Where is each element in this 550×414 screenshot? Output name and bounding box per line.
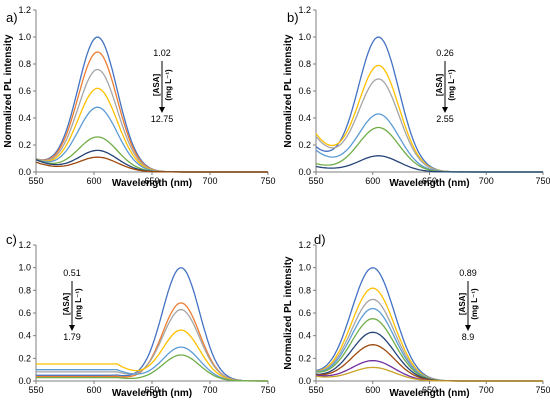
x-tick-label: 650 — [422, 385, 437, 395]
annotation-label: [ASA] — [152, 74, 161, 97]
series-line-4 — [36, 329, 269, 382]
panel-label: c) — [6, 232, 17, 247]
series-line-8 — [35, 156, 268, 173]
x-axis-title: Wavelength (nm) — [389, 178, 469, 189]
chart-panel-1: 0.0 0.2 0.4 0.6 0.8 1.0 1.2 550 600 650 700 750 Wave… — [3, 5, 276, 189]
x-axis-title: Wavelength (nm) — [112, 388, 192, 399]
chart-panel-2: 0.0 0.2 0.4 0.6 0.8 1.0 1.2 550 600 650 700 750 Wave… — [283, 5, 550, 189]
x-tick-label: 650 — [144, 176, 159, 186]
y-tick-label: 1.2 — [298, 5, 311, 15]
annotation-top-value: 0.26 — [436, 48, 454, 58]
y-tick-label: 1.0 — [18, 32, 31, 42]
y-axis-title: Normalized PL intensity — [283, 256, 294, 370]
y-tick-label: 0.4 — [298, 113, 311, 123]
y-tick-label: 1.0 — [298, 263, 311, 273]
annotation-arrow-head — [465, 325, 471, 331]
x-tick-label: 700 — [202, 385, 217, 395]
y-tick-label: 0.0 — [18, 167, 31, 177]
x-tick-label: 750 — [260, 176, 275, 186]
annotation-label: [ASA] — [62, 293, 71, 316]
x-tick-label: 700 — [479, 176, 494, 186]
y-tick-label: 0.6 — [18, 86, 31, 96]
series-line-9 — [315, 366, 543, 382]
x-tick-label: 600 — [365, 385, 380, 395]
x-tick-label: 600 — [86, 176, 101, 186]
series-line-6 — [35, 136, 268, 173]
y-tick-label: 0.4 — [18, 113, 31, 123]
chart-panel-3: 0.0 0.2 0.4 0.6 0.8 1.0 1.2 550 600 650 700 750 Wave… — [6, 232, 276, 399]
y-tick-label: 0.8 — [18, 59, 31, 69]
x-tick-label: 550 — [28, 385, 43, 395]
x-tick-label: 550 — [308, 385, 323, 395]
x-tick-label: 650 — [144, 385, 159, 395]
series-line-6 — [315, 155, 543, 173]
x-tick-label: 600 — [86, 385, 101, 395]
x-tick-label: 550 — [28, 176, 43, 186]
series-line-1 — [315, 267, 543, 382]
y-tick-label: 0.0 — [18, 376, 31, 386]
series-line-6 — [36, 354, 268, 382]
x-tick-label: 650 — [422, 176, 437, 186]
annotation-top-value: 0.89 — [459, 268, 477, 278]
y-tick-label: 1.0 — [18, 263, 31, 273]
y-tick-label: 0.6 — [18, 308, 31, 318]
y-tick-label: 0.2 — [18, 353, 31, 363]
y-tick-label: 1.2 — [18, 240, 31, 250]
annotation-unit: (mg L⁻¹) — [164, 69, 173, 101]
y-tick-label: 1.0 — [298, 32, 311, 42]
x-tick-label: 750 — [535, 176, 550, 186]
y-axis-title: Normalized PL intensity — [3, 34, 14, 148]
series-line-1 — [35, 36, 268, 173]
annotation-top-value: 0.51 — [63, 268, 81, 278]
y-tick-label: 0.8 — [298, 59, 311, 69]
y-tick-label: 0.6 — [298, 308, 311, 318]
x-axis-title: Wavelength (nm) — [389, 388, 469, 399]
chart-panel-4: 0.0 0.2 0.4 0.6 0.8 1.0 1.2 550 600 650 700 750 Wave… — [283, 232, 550, 399]
series-line-4 — [315, 113, 543, 173]
annotation-unit: (mg L⁻¹) — [447, 69, 456, 101]
x-tick-label: 550 — [308, 176, 323, 186]
annotation-unit: (mg L⁻¹) — [74, 288, 83, 320]
y-tick-label: 1.2 — [18, 5, 31, 15]
annotation-bottom-value: 1.79 — [63, 332, 81, 342]
series-line-1 — [315, 36, 543, 173]
y-tick-label: 0.4 — [18, 331, 31, 341]
y-tick-label: 0.0 — [298, 167, 311, 177]
y-tick-label: 0.4 — [298, 331, 311, 341]
annotation-arrow-head — [69, 325, 75, 331]
panel-label: a) — [6, 10, 18, 25]
annotation-arrow-head — [159, 107, 165, 113]
y-tick-label: 0.8 — [18, 285, 31, 295]
y-tick-label: 0.0 — [298, 376, 311, 386]
annotation-label: [ASA] — [458, 293, 467, 316]
series-line-2 — [35, 51, 268, 173]
x-tick-label: 700 — [479, 385, 494, 395]
annotation-bottom-value: 12.75 — [151, 114, 174, 124]
x-axis-title: Wavelength (nm) — [112, 178, 192, 189]
y-tick-label: 0.2 — [18, 140, 31, 150]
y-tick-label: 0.2 — [298, 353, 311, 363]
annotation-bottom-value: 2.55 — [436, 114, 454, 124]
x-tick-label: 750 — [535, 385, 550, 395]
series-line-1 — [36, 267, 268, 382]
annotation-top-value: 1.02 — [153, 48, 171, 58]
annotation-arrow-head — [442, 107, 448, 113]
x-tick-label: 600 — [365, 176, 380, 186]
annotation-bottom-value: 8.9 — [462, 332, 475, 342]
y-tick-label: 1.2 — [298, 240, 311, 250]
y-tick-label: 0.6 — [298, 86, 311, 96]
annotation-unit: (mg L⁻¹) — [470, 288, 479, 320]
panel-label: d) — [314, 232, 326, 247]
series-line-7 — [315, 344, 543, 382]
y-axis-title: Normalized PL intensity — [283, 34, 294, 148]
y-tick-label: 0.8 — [298, 285, 311, 295]
panel-label: b) — [287, 10, 299, 25]
annotation-label: [ASA] — [435, 74, 444, 97]
x-tick-label: 700 — [202, 176, 217, 186]
x-tick-label: 750 — [260, 385, 275, 395]
y-tick-label: 0.2 — [298, 140, 311, 150]
